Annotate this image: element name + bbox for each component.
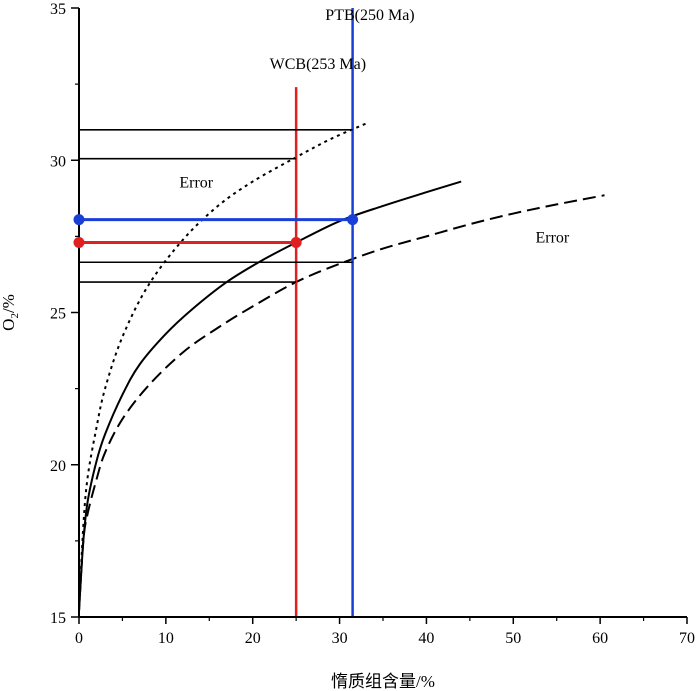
y-tick-label: 35 (50, 1, 66, 18)
series-line-model-curve (78, 180, 462, 611)
y-tick-label: 20 (50, 458, 66, 475)
x-tick-label: 70 (679, 630, 695, 647)
ptb-point-axis (73, 214, 85, 226)
points-layer (73, 214, 359, 248)
y-tick-label: 30 (50, 153, 66, 170)
label-ptb: PTB(250 Ma) (325, 7, 414, 24)
curves-layer (78, 122, 605, 611)
y-tick-label: 15 (50, 610, 66, 627)
label-error-upper: Error (179, 175, 213, 192)
x-tick-label: 40 (418, 630, 434, 647)
x-axis-title: 惰质组含量/% (331, 672, 435, 691)
reference-lines-layer (79, 8, 354, 617)
axes-layer (71, 7, 688, 624)
x-tick-label: 10 (158, 630, 174, 647)
x-tick-label: 50 (505, 630, 521, 647)
label-error-lower: Error (535, 229, 569, 246)
x-tick-label: 0 (75, 630, 83, 647)
y-tick-label: 25 (50, 306, 66, 323)
y-axis-title-suffix: /% (0, 294, 18, 313)
ptb-point-curve (347, 214, 359, 226)
y-axis-title-subscript: 2 (9, 313, 21, 319)
label-wcb: WCB(253 Ma) (270, 56, 366, 73)
x-tick-label: 20 (245, 630, 261, 647)
series-line-upper-error-curve (78, 122, 367, 611)
wcb-point-curve (290, 236, 302, 248)
y-axis-title: O2/% (0, 294, 21, 331)
y-axis-title-main: O (0, 319, 18, 331)
x-tick-label: 60 (592, 630, 608, 647)
wcb-point-axis (73, 236, 85, 248)
series-line-lower-error-curve (78, 194, 605, 611)
x-tick-label: 30 (332, 630, 348, 647)
